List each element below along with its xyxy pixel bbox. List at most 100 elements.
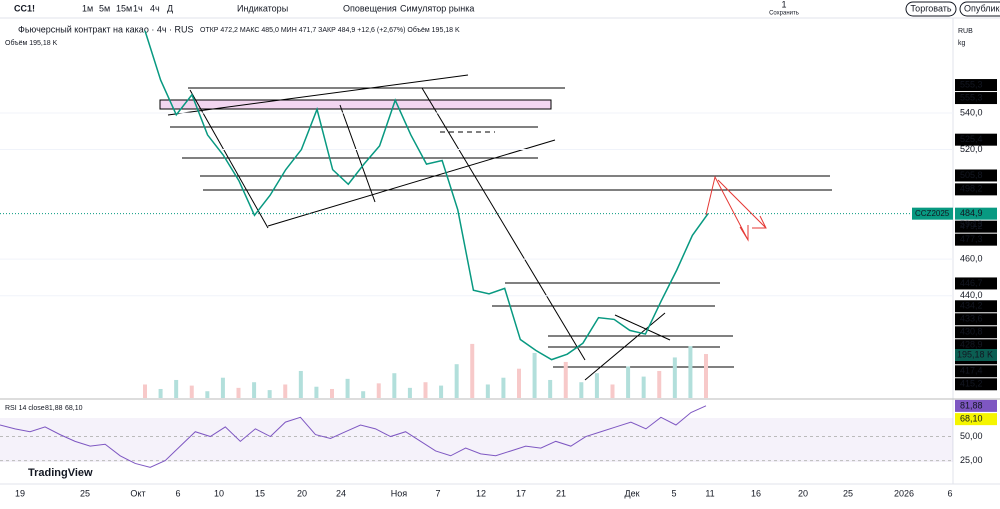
- interval[interactable]: 1ч: [133, 3, 143, 13]
- price-tag: [955, 326, 997, 339]
- price-tag: [955, 220, 997, 233]
- volume-bar: [594, 373, 599, 398]
- price-tag-label: 433,6: [960, 314, 983, 324]
- trade-btn[interactable]: [905, 1, 957, 17]
- price-tag: [955, 207, 997, 220]
- x-tick-label: 6: [947, 488, 952, 498]
- ticker-tag: [912, 207, 953, 220]
- price-tag-label: 430,8: [960, 327, 983, 337]
- trend: [339, 104, 376, 203]
- rsi-label: RSI 14 close: [5, 405, 45, 412]
- forecast-arrow: [705, 175, 767, 242]
- price-tag: [955, 365, 997, 378]
- volume-bar: [517, 368, 521, 398]
- x-tick-label: 10: [214, 488, 224, 498]
- volume-bar: [174, 379, 179, 398]
- x-tick-label: 20: [297, 488, 307, 498]
- trend: [167, 74, 469, 116]
- volume-bar: [532, 352, 537, 398]
- rsi-tick-label: 68,10: [960, 414, 983, 424]
- volume-bar: [454, 364, 459, 398]
- volume-bar: [158, 388, 163, 398]
- volume-bar: [579, 382, 584, 398]
- toolbar: [0, 0, 1000, 18]
- save[interactable]: Сохранить: [769, 11, 799, 17]
- interval[interactable]: 15м: [116, 3, 132, 13]
- volume-tag-label: 195,18 K: [957, 349, 993, 359]
- price-tag: [955, 79, 997, 92]
- volume-bar: [314, 386, 319, 398]
- replay[interactable]: Симулятор рынка: [400, 3, 474, 13]
- legend-ohlc: ОТКР 472,2 МАКС 485,0 МИН 471,7 ЗАКР 484…: [200, 26, 460, 34]
- symbol[interactable]: CC1!: [14, 3, 35, 13]
- price-tag: [955, 183, 997, 196]
- y-tick-label: 520,0: [960, 144, 983, 154]
- rsi-line: [0, 405, 707, 468]
- trade[interactable]: Торговать: [910, 3, 952, 13]
- price-tag-label: 479,2: [960, 221, 983, 231]
- volume-bar: [298, 370, 303, 398]
- price-tag-label: 525,4: [960, 134, 983, 144]
- volume-bar: [220, 377, 225, 398]
- volume-bar: [283, 384, 288, 398]
- volume-bar: [470, 343, 475, 398]
- indicators[interactable]: Индикаторы: [237, 3, 288, 13]
- trend: [421, 87, 586, 361]
- rsi-ma: 68,10: [65, 405, 83, 412]
- unit[interactable]: kg: [958, 40, 966, 47]
- price-tag-label: 555,3: [960, 92, 983, 102]
- y-tick-label: 540,0: [960, 107, 983, 117]
- price-tag: [955, 313, 997, 326]
- x-tick-label: 25: [80, 488, 90, 498]
- volume-bar: [236, 387, 241, 398]
- legend-volume: Объём 195,18 K: [5, 39, 58, 47]
- volume-bar: [485, 384, 490, 398]
- price-tag-label: 434,2: [960, 301, 983, 311]
- rsi-value: 81,88: [45, 405, 63, 412]
- price-tag: [955, 233, 997, 246]
- volume-bar: [548, 379, 553, 398]
- interval[interactable]: 5м: [99, 3, 110, 13]
- rsi-tag: [955, 413, 997, 426]
- price-tag: [955, 169, 997, 182]
- y-tick-label: 440,0: [960, 290, 983, 300]
- rsi-tick-label: 25,00: [960, 455, 983, 465]
- y-tick-label: 460,0: [960, 254, 983, 264]
- x-tick-label: Дек: [624, 488, 639, 498]
- x-tick-label: 7: [435, 488, 440, 498]
- x-tick-label: 21: [556, 488, 566, 498]
- volume-bar: [392, 373, 397, 398]
- ticker: CCZ2025: [915, 209, 950, 218]
- price-tag-label: 484,9: [960, 208, 983, 218]
- volume-bar: [205, 391, 210, 398]
- volume-bar: [641, 376, 646, 398]
- zone: [159, 99, 552, 110]
- currency[interactable]: RUB: [958, 28, 973, 35]
- x-tick-label: 25: [843, 488, 853, 498]
- trend: [614, 314, 671, 341]
- volume-bar: [330, 388, 334, 398]
- x-tick-label: 2026: [894, 488, 914, 498]
- publish[interactable]: Опублико: [964, 3, 1000, 13]
- volume-bar: [252, 382, 257, 398]
- volume-bar: [610, 384, 615, 398]
- drawings: [159, 74, 832, 381]
- rsi-tick-label: 81,88: [960, 400, 983, 410]
- interval[interactable]: 1м: [82, 3, 93, 13]
- volume-tag: [955, 349, 997, 361]
- price-tag-label: 505,8: [960, 170, 983, 180]
- volume-bar: [423, 382, 428, 398]
- x-tick-label: 6: [175, 488, 180, 498]
- x-tick-label: 12: [476, 488, 486, 498]
- publish-btn[interactable]: [959, 1, 1000, 17]
- price-tag: [955, 133, 997, 146]
- volume-bar: [407, 387, 412, 398]
- x-tick-label: Окт: [130, 488, 145, 498]
- save-count[interactable]: 1: [781, 0, 786, 9]
- price-tag-label: 477,3: [960, 234, 983, 244]
- alerts[interactable]: Оповещения: [343, 3, 397, 13]
- interval[interactable]: 4ч: [150, 3, 160, 13]
- price-tag-label: 417,4: [960, 366, 983, 376]
- interval[interactable]: Д: [167, 3, 173, 13]
